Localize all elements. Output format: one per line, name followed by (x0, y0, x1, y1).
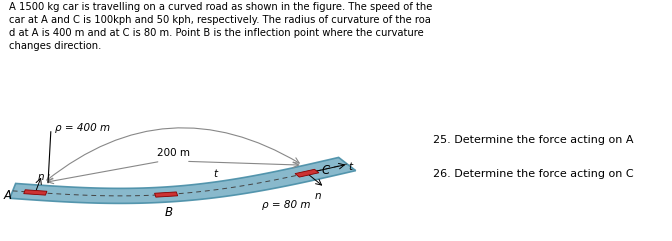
Text: t: t (349, 162, 353, 172)
Text: A: A (4, 189, 12, 202)
Text: A 1500 kg car is travelling on a curved road as shown in the figure. The speed o: A 1500 kg car is travelling on a curved … (9, 2, 432, 51)
Polygon shape (10, 157, 355, 203)
Text: C: C (322, 164, 330, 177)
Polygon shape (24, 190, 47, 195)
Text: 200 m: 200 m (157, 148, 190, 158)
Text: B: B (164, 206, 172, 219)
Polygon shape (155, 192, 177, 197)
Text: ρ = 400 m: ρ = 400 m (55, 123, 110, 133)
Text: ρ = 80 m: ρ = 80 m (261, 200, 310, 210)
Text: 25. Determine the force acting on A: 25. Determine the force acting on A (433, 135, 634, 145)
Polygon shape (295, 169, 319, 177)
Text: t: t (213, 169, 217, 179)
Text: n: n (38, 172, 44, 182)
Text: 26. Determine the force acting on C: 26. Determine the force acting on C (433, 169, 634, 179)
Text: n: n (314, 191, 321, 201)
